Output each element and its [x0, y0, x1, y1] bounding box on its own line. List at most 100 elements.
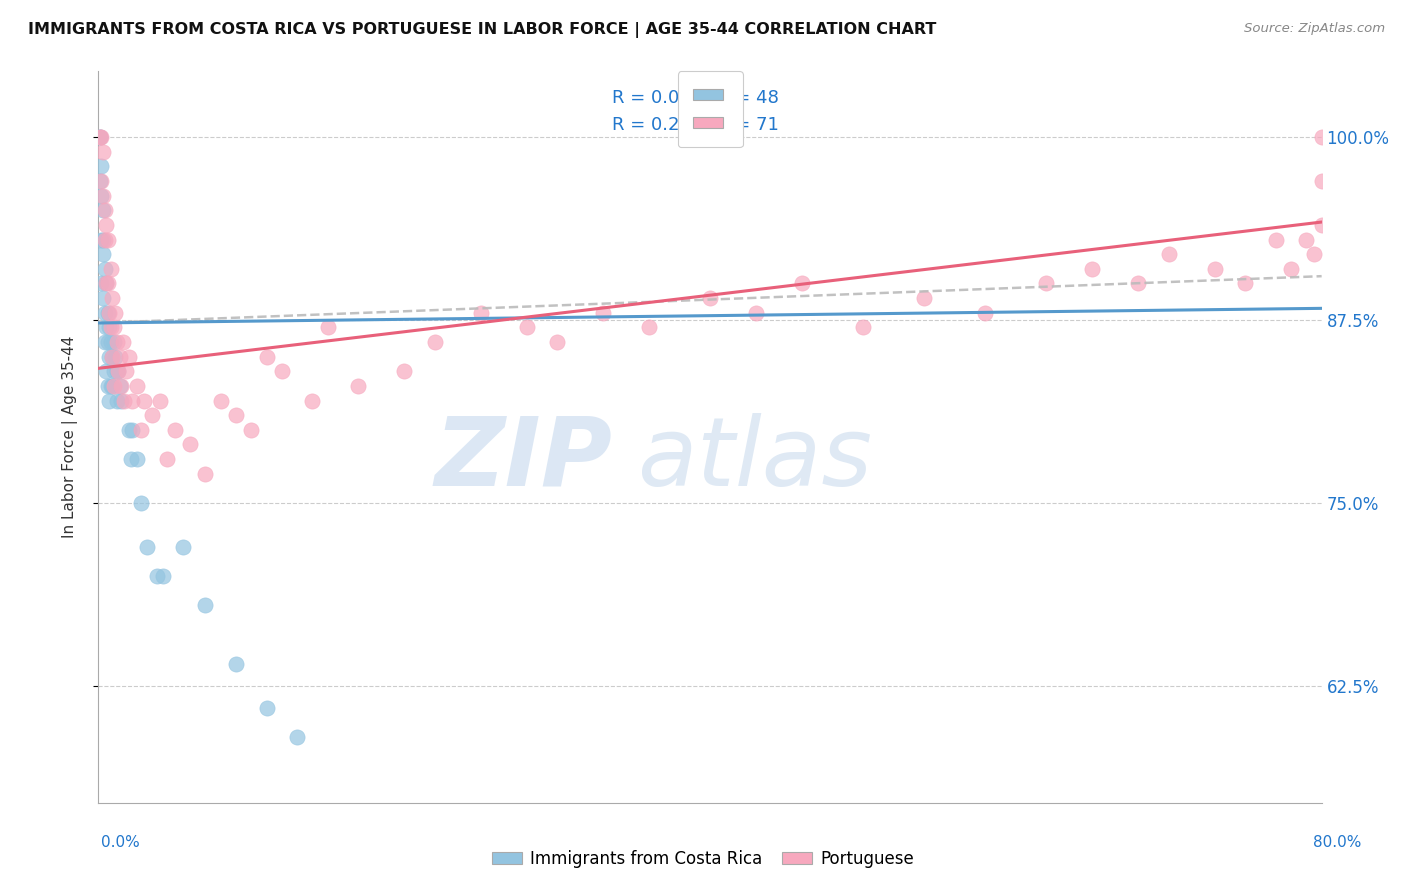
Point — [256, 700, 278, 714]
Point — [101, 350, 124, 364]
Point — [94, 277, 117, 291]
Point — [225, 657, 247, 671]
Point — [91, 291, 114, 305]
Point — [745, 306, 768, 320]
Y-axis label: In Labor Force | Age 35-44: In Labor Force | Age 35-44 — [62, 336, 77, 538]
Point — [93, 261, 115, 276]
Point — [1035, 277, 1057, 291]
Text: ZIP: ZIP — [434, 412, 612, 506]
Point — [93, 306, 115, 320]
Point — [129, 423, 152, 437]
Point — [101, 291, 124, 305]
Point — [285, 730, 308, 744]
Point — [105, 334, 128, 349]
Text: N = 48: N = 48 — [716, 89, 779, 107]
Point — [94, 320, 117, 334]
Point — [90, 130, 112, 145]
Point — [104, 350, 127, 364]
Point — [91, 247, 114, 261]
Point — [105, 393, 128, 408]
Point — [110, 393, 132, 408]
Point — [101, 379, 124, 393]
Point — [256, 350, 278, 364]
Text: Source: ZipAtlas.com: Source: ZipAtlas.com — [1244, 22, 1385, 36]
Point — [93, 233, 115, 247]
Point — [98, 350, 121, 364]
Point — [392, 364, 416, 378]
Point — [347, 379, 370, 393]
Legend: , : , — [678, 71, 742, 147]
Point — [1310, 130, 1333, 145]
Point — [790, 277, 813, 291]
Point — [101, 350, 124, 364]
Point — [163, 423, 186, 437]
Point — [100, 261, 122, 276]
Point — [100, 320, 122, 334]
Text: R = 0.224: R = 0.224 — [612, 116, 703, 134]
Point — [103, 379, 125, 393]
Point — [89, 174, 111, 188]
Point — [152, 569, 174, 583]
Point — [93, 334, 115, 349]
Text: N = 71: N = 71 — [716, 116, 779, 134]
Point — [98, 393, 121, 408]
Point — [94, 218, 117, 232]
Point — [90, 174, 112, 188]
Point — [103, 320, 125, 334]
Point — [107, 364, 129, 378]
Text: atlas: atlas — [637, 412, 872, 506]
Point — [1081, 261, 1104, 276]
Point — [516, 320, 538, 334]
Point — [125, 379, 148, 393]
Point — [104, 306, 127, 320]
Point — [194, 599, 217, 613]
Point — [108, 350, 131, 364]
Point — [94, 364, 117, 378]
Point — [1310, 218, 1333, 232]
Point — [912, 291, 935, 305]
Point — [1303, 247, 1326, 261]
Point — [103, 364, 125, 378]
Point — [145, 569, 167, 583]
Point — [108, 379, 131, 393]
Point — [118, 423, 141, 437]
Point — [637, 320, 661, 334]
Point — [100, 334, 122, 349]
Point — [470, 306, 492, 320]
Point — [91, 203, 114, 218]
Point — [94, 277, 117, 291]
Point — [1264, 233, 1286, 247]
Point — [194, 467, 217, 481]
Point — [118, 350, 141, 364]
Point — [89, 130, 111, 145]
Point — [141, 408, 163, 422]
Point — [209, 393, 232, 408]
Point — [97, 306, 120, 320]
Point — [1234, 277, 1257, 291]
Point — [1310, 174, 1333, 188]
Point — [89, 130, 111, 145]
Point — [89, 130, 111, 145]
Point — [100, 379, 122, 393]
Point — [270, 364, 292, 378]
Text: 0.0%: 0.0% — [101, 836, 141, 850]
Point — [91, 233, 114, 247]
Point — [98, 320, 121, 334]
Point — [120, 452, 142, 467]
Text: 80.0%: 80.0% — [1313, 836, 1361, 850]
Point — [90, 277, 112, 291]
Point — [1204, 261, 1226, 276]
Legend: Immigrants from Costa Rica, Portuguese: Immigrants from Costa Rica, Portuguese — [485, 844, 921, 875]
Point — [105, 364, 128, 378]
Point — [301, 393, 323, 408]
Point — [1295, 233, 1317, 247]
Point — [156, 452, 179, 467]
Point — [179, 437, 201, 451]
Point — [90, 160, 112, 174]
Point — [112, 393, 135, 408]
Point — [103, 334, 125, 349]
Point — [111, 334, 134, 349]
Point — [974, 306, 997, 320]
Point — [91, 145, 114, 159]
Point — [546, 334, 568, 349]
